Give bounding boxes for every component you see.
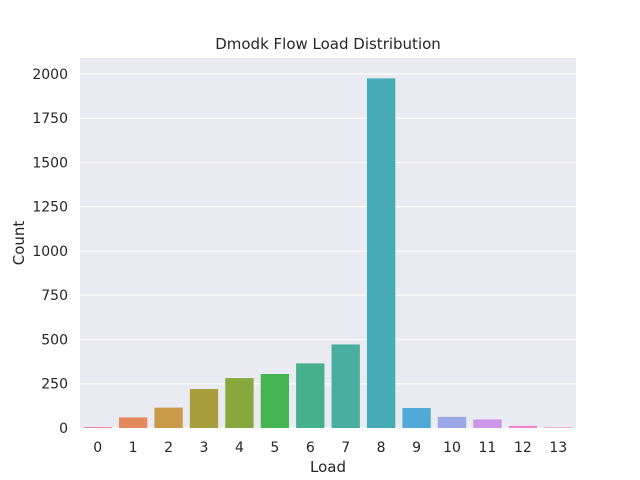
bar-12 <box>508 425 538 428</box>
bar-10 <box>437 416 467 428</box>
x-axis-label: Load <box>310 458 346 476</box>
y-tick-label: 1000 <box>32 244 68 260</box>
bar-1 <box>118 417 148 428</box>
x-tick-label: 3 <box>200 440 209 456</box>
x-tick-label: 6 <box>306 440 315 456</box>
x-tick-label: 4 <box>235 440 244 456</box>
y-tick-label: 0 <box>59 421 68 437</box>
x-tick-label: 9 <box>412 440 421 456</box>
bar-8 <box>366 78 396 428</box>
y-tick-label: 1250 <box>32 200 68 216</box>
x-tick-label: 11 <box>479 440 497 456</box>
x-tick-label: 13 <box>549 440 567 456</box>
y-tick-labels: 0 250 500 750 1000 1250 1500 1750 2000 <box>32 67 68 437</box>
x-tick-label: 0 <box>93 440 102 456</box>
y-tick-label: 1500 <box>32 155 68 171</box>
x-tick-label: 8 <box>377 440 386 456</box>
y-tick-label: 750 <box>41 288 68 304</box>
y-tick-label: 1750 <box>32 111 68 127</box>
x-tick-label: 2 <box>164 440 173 456</box>
plot-area <box>80 58 576 428</box>
grid-lines <box>80 73 576 429</box>
bar-0 <box>83 427 112 428</box>
bar-2 <box>154 407 183 428</box>
x-tick-label: 5 <box>270 440 279 456</box>
x-tick-label: 1 <box>129 440 138 456</box>
bar-4 <box>225 378 254 428</box>
bars <box>83 78 573 428</box>
bar-5 <box>260 374 290 428</box>
y-tick-label: 2000 <box>32 67 68 83</box>
bar-13 <box>544 427 573 428</box>
x-tick-labels: 0 1 2 3 4 5 6 7 8 9 10 11 12 13 <box>93 440 567 456</box>
bar-6 <box>296 363 325 428</box>
bar-3 <box>189 389 219 428</box>
x-tick-label: 12 <box>514 440 532 456</box>
y-tick-label: 250 <box>41 377 68 393</box>
bar-9 <box>402 407 431 428</box>
chart-title: Dmodk Flow Load Distribution <box>215 35 441 53</box>
bar-7 <box>331 344 360 428</box>
y-axis-label: Count <box>10 221 28 266</box>
bar-11 <box>473 419 502 428</box>
y-tick-label: 500 <box>41 332 68 348</box>
x-tick-label: 7 <box>341 440 350 456</box>
x-tick-label: 10 <box>443 440 461 456</box>
